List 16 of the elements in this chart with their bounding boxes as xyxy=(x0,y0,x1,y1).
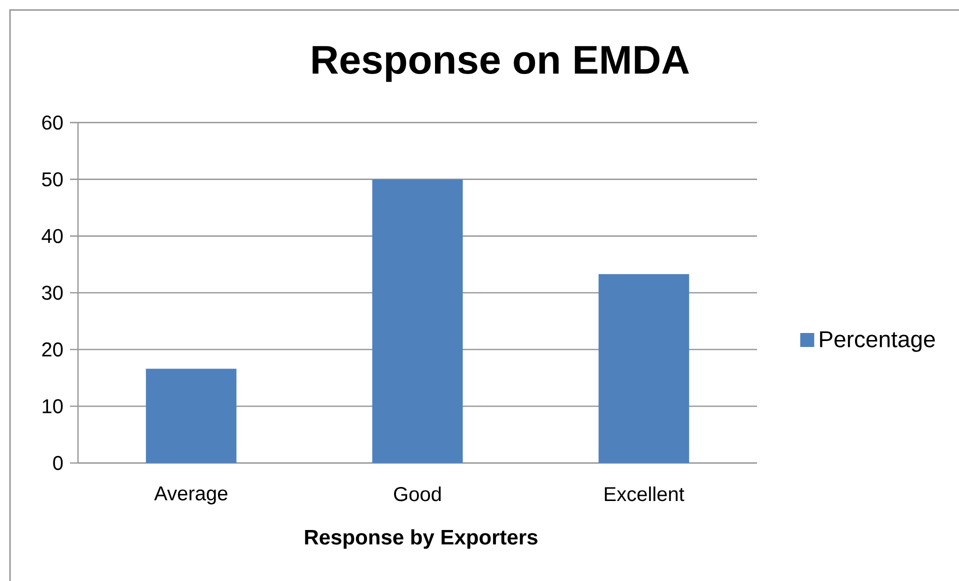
x-tick-label: Good xyxy=(394,486,441,502)
legend-label: Percentage xyxy=(820,331,935,352)
y-tick-label: 0 xyxy=(53,456,63,470)
y-tick-label: 60 xyxy=(42,116,63,130)
y-tick-label: 10 xyxy=(42,399,63,414)
bar xyxy=(598,274,690,463)
y-tick-label: 40 xyxy=(42,228,63,244)
bar xyxy=(372,179,463,463)
y-tick-label: 50 xyxy=(42,172,63,186)
x-tick-label: Average xyxy=(154,486,228,504)
y-tick-label: 30 xyxy=(42,286,63,300)
x-tick-label: Excellent xyxy=(604,486,684,502)
x-axis-title: Response by Exporters xyxy=(305,529,538,549)
bar xyxy=(146,368,236,463)
chart-title: Response on EMDA xyxy=(312,46,689,82)
y-tick-label: 20 xyxy=(42,342,63,357)
